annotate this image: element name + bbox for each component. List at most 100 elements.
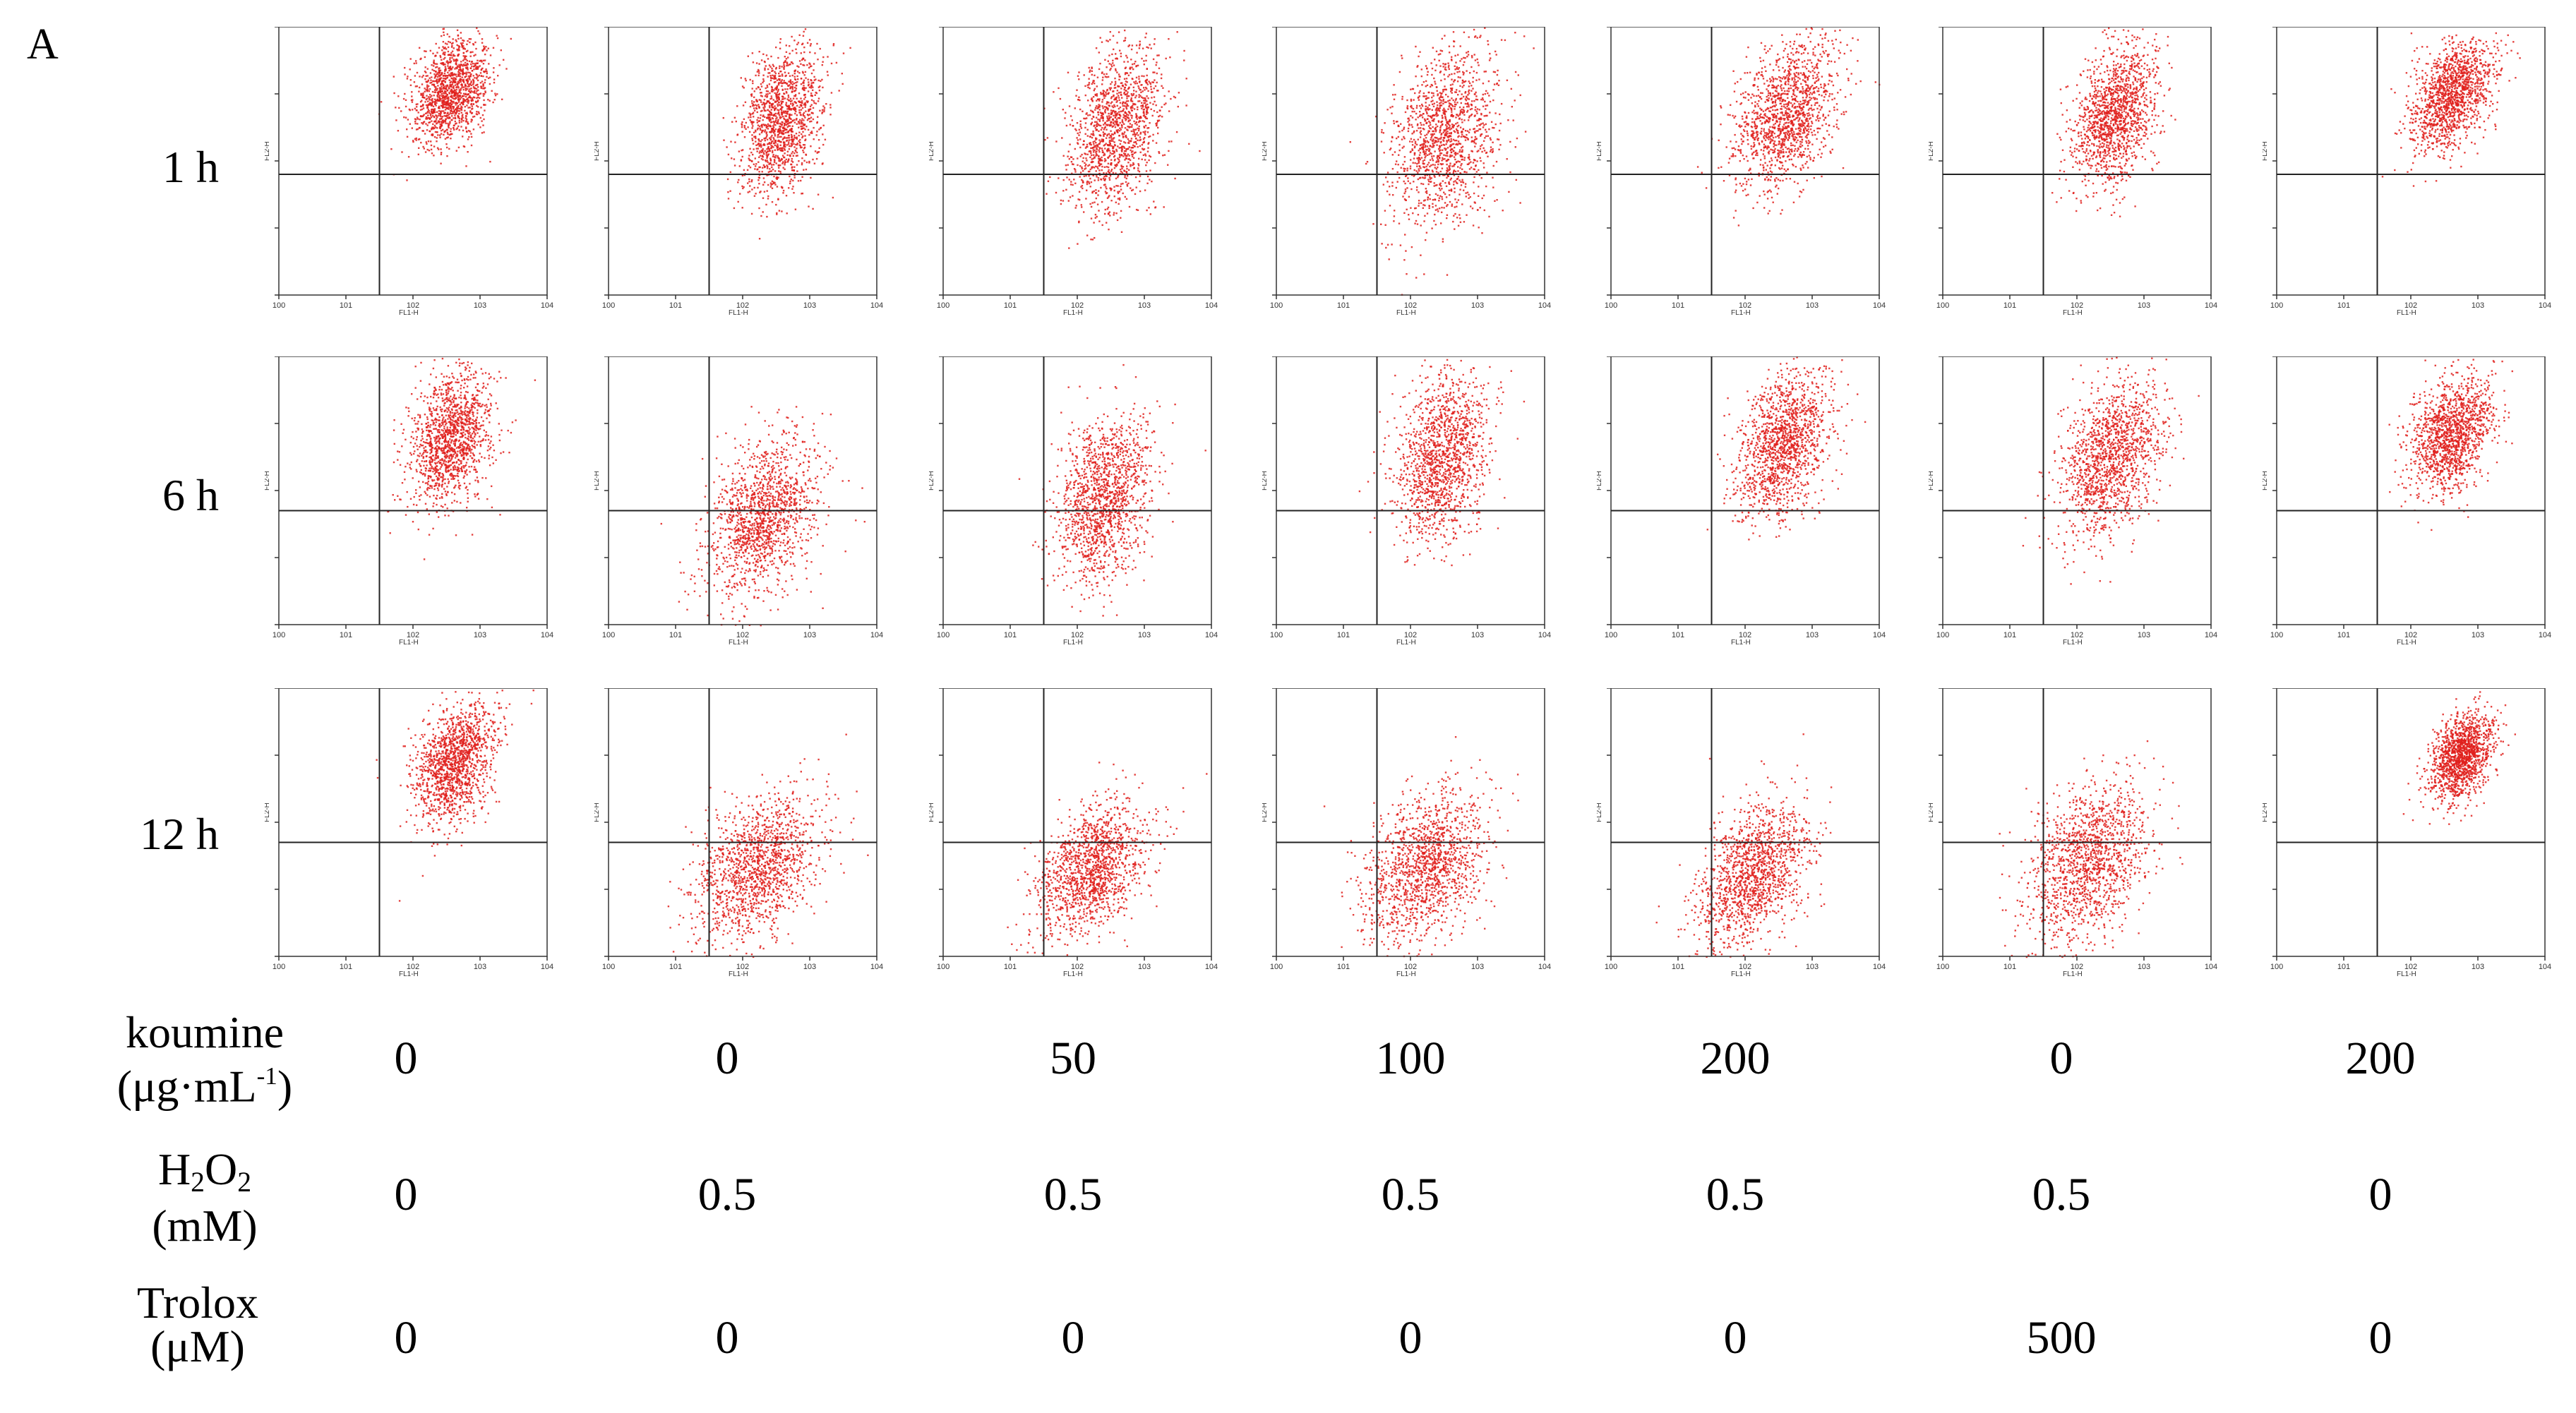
scatter-point: [482, 88, 484, 90]
scatter-point: [1104, 148, 1106, 150]
scatter-point: [461, 86, 463, 89]
scatter-point: [769, 162, 771, 165]
scatter-point: [1133, 131, 1135, 133]
scatter-point: [1113, 160, 1116, 162]
scatter-point: [1449, 52, 1451, 54]
x-axis-label: FL1-H: [729, 309, 748, 317]
scatter-point: [437, 71, 439, 74]
scatter-point: [468, 60, 471, 62]
scatter-point: [1125, 155, 1127, 157]
scatter-point: [1120, 188, 1122, 191]
scatter-point: [1121, 126, 1123, 128]
scatter-point: [430, 102, 432, 104]
scatter-point: [1138, 164, 1140, 167]
scatter-point: [1127, 74, 1130, 76]
scatter-point: [424, 151, 427, 153]
scatter-point: [1114, 80, 1117, 83]
scatter-point: [1069, 143, 1071, 145]
scatter-point: [435, 100, 437, 102]
scatter-point: [1134, 122, 1137, 125]
scatter-point: [456, 44, 458, 47]
scatter-point: [1464, 80, 1467, 83]
scatter-point: [1097, 107, 1099, 109]
scatter-point: [803, 64, 805, 66]
scatter-point: [412, 140, 414, 143]
scatter-point: [434, 75, 437, 78]
scatter-point: [451, 44, 453, 47]
scatter-point: [803, 87, 805, 89]
x-tick-label: 102: [1071, 301, 1084, 310]
scatter-point: [760, 143, 762, 145]
scatter-point: [772, 128, 774, 130]
scatter-point: [793, 174, 796, 176]
scatter-point: [469, 67, 472, 69]
scatter-point: [1446, 140, 1448, 142]
scatter-point: [457, 73, 460, 76]
scatter-point: [422, 74, 424, 77]
scatter-point: [793, 40, 796, 42]
scatter-point: [763, 99, 765, 101]
scatter-point: [443, 97, 445, 99]
scatter-point: [431, 152, 433, 155]
scatter-point: [455, 91, 457, 93]
scatter-point: [1121, 167, 1123, 170]
scatter-point: [459, 95, 462, 97]
scatter-point: [429, 103, 432, 106]
scatter-point: [1152, 81, 1155, 83]
scatter-point: [1131, 124, 1133, 126]
scatter-point: [449, 121, 451, 123]
scatter-point: [1143, 100, 1145, 102]
scatter-point: [455, 92, 457, 95]
scatter-point: [1127, 111, 1130, 113]
scatter-point: [780, 102, 783, 105]
scatter-point: [1108, 211, 1110, 213]
time-label-1h: 1 h: [78, 141, 219, 193]
scatter-point: [393, 76, 395, 78]
scatter-point: [1101, 165, 1103, 168]
scatter-point: [748, 159, 750, 161]
scatter-point: [777, 119, 779, 121]
scatter-point: [447, 46, 450, 49]
scatter-point: [441, 95, 443, 97]
scatter-point: [1420, 183, 1422, 185]
scatter-point: [1403, 145, 1405, 148]
scatter-point: [1120, 150, 1123, 152]
scatter-point: [1144, 137, 1146, 139]
scatter-point: [436, 98, 439, 100]
scatter-point: [446, 89, 449, 92]
scatter-point: [424, 50, 426, 52]
scatter-point: [1144, 116, 1146, 119]
scatter-point: [1428, 104, 1430, 107]
scatter-point: [1151, 81, 1154, 83]
scatter-point: [456, 93, 459, 95]
scatter-point: [1084, 147, 1087, 149]
scatter-point: [444, 109, 447, 111]
scatter-point: [447, 75, 449, 77]
scatter-point: [784, 110, 786, 112]
scatter-point: [489, 76, 491, 78]
scatter-point: [1103, 160, 1106, 162]
scatter-point: [1091, 166, 1094, 168]
scatter-point: [1108, 169, 1110, 172]
scatter-point: [772, 137, 774, 139]
scatter-point: [438, 121, 441, 124]
scatter-point: [1439, 102, 1441, 104]
scatter-point: [451, 77, 453, 80]
scatter-point: [761, 129, 763, 132]
scatter-point: [431, 104, 433, 107]
scatter-point: [1136, 132, 1138, 134]
scatter-point: [793, 107, 795, 109]
scatter-point: [450, 75, 452, 78]
scatter-point: [1106, 73, 1108, 75]
scatter-point: [1108, 196, 1110, 198]
scatter-point: [420, 94, 422, 96]
scatter-point: [782, 189, 785, 192]
scatter-point: [755, 140, 757, 143]
scatter-point: [755, 62, 758, 64]
scatter-point: [458, 79, 460, 81]
scatter-point: [1074, 182, 1077, 184]
scatter-point: [769, 72, 771, 74]
scatter-point: [478, 112, 480, 114]
scatter-point: [1456, 126, 1458, 128]
